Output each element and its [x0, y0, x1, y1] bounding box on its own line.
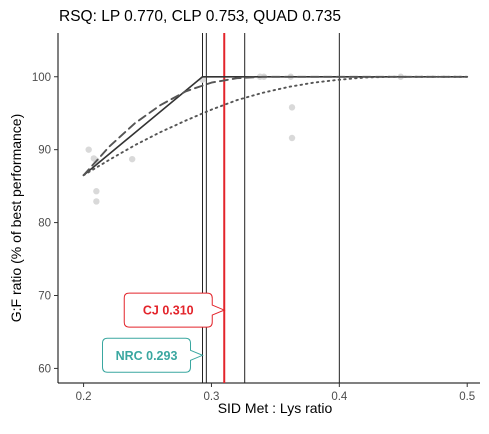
- fit-line-dashed: [82, 75, 469, 177]
- y-tick-label-3: 90: [38, 145, 51, 157]
- x-tick-label-0: 0.2: [76, 391, 92, 403]
- data-point-11: [288, 134, 296, 142]
- y-axis-title: G:F ratio (% of best performance): [8, 114, 24, 323]
- y-tick-label-1: 70: [38, 291, 51, 303]
- plot-area: CJ 0.310 NRC 0.293 0.2 0.3 0.4 0.5 60 70 80 90 1…: [32, 33, 480, 403]
- x-tick-label-2: 0.4: [331, 391, 348, 403]
- y-tick-label-0: 60: [38, 363, 51, 375]
- y-tick-label-2: 80: [38, 218, 51, 230]
- data-point-3: [93, 188, 100, 195]
- fit-line-dotted: [82, 75, 469, 177]
- x-tick-label-3: 0.5: [459, 391, 475, 403]
- data-point-0: [85, 146, 92, 153]
- fit-line-solid: [82, 76, 469, 176]
- y-tick-label-4: 100: [32, 72, 51, 84]
- data-point-4: [93, 198, 100, 205]
- callout-box-1: [102, 337, 204, 373]
- callout-box-0: [123, 292, 226, 328]
- x-axis-title: SID Met : Lys ratio: [218, 400, 333, 416]
- callout-label-0: CJ 0.310: [143, 304, 194, 318]
- data-point-5: [128, 155, 136, 163]
- data-point-10: [288, 104, 296, 111]
- x-tick-label-1: 0.3: [203, 391, 219, 403]
- chart-title: RSQ: LP 0.770, CLP 0.753, QUAD 0.735: [59, 8, 341, 25]
- callout-label-1: NRC 0.293: [116, 349, 178, 363]
